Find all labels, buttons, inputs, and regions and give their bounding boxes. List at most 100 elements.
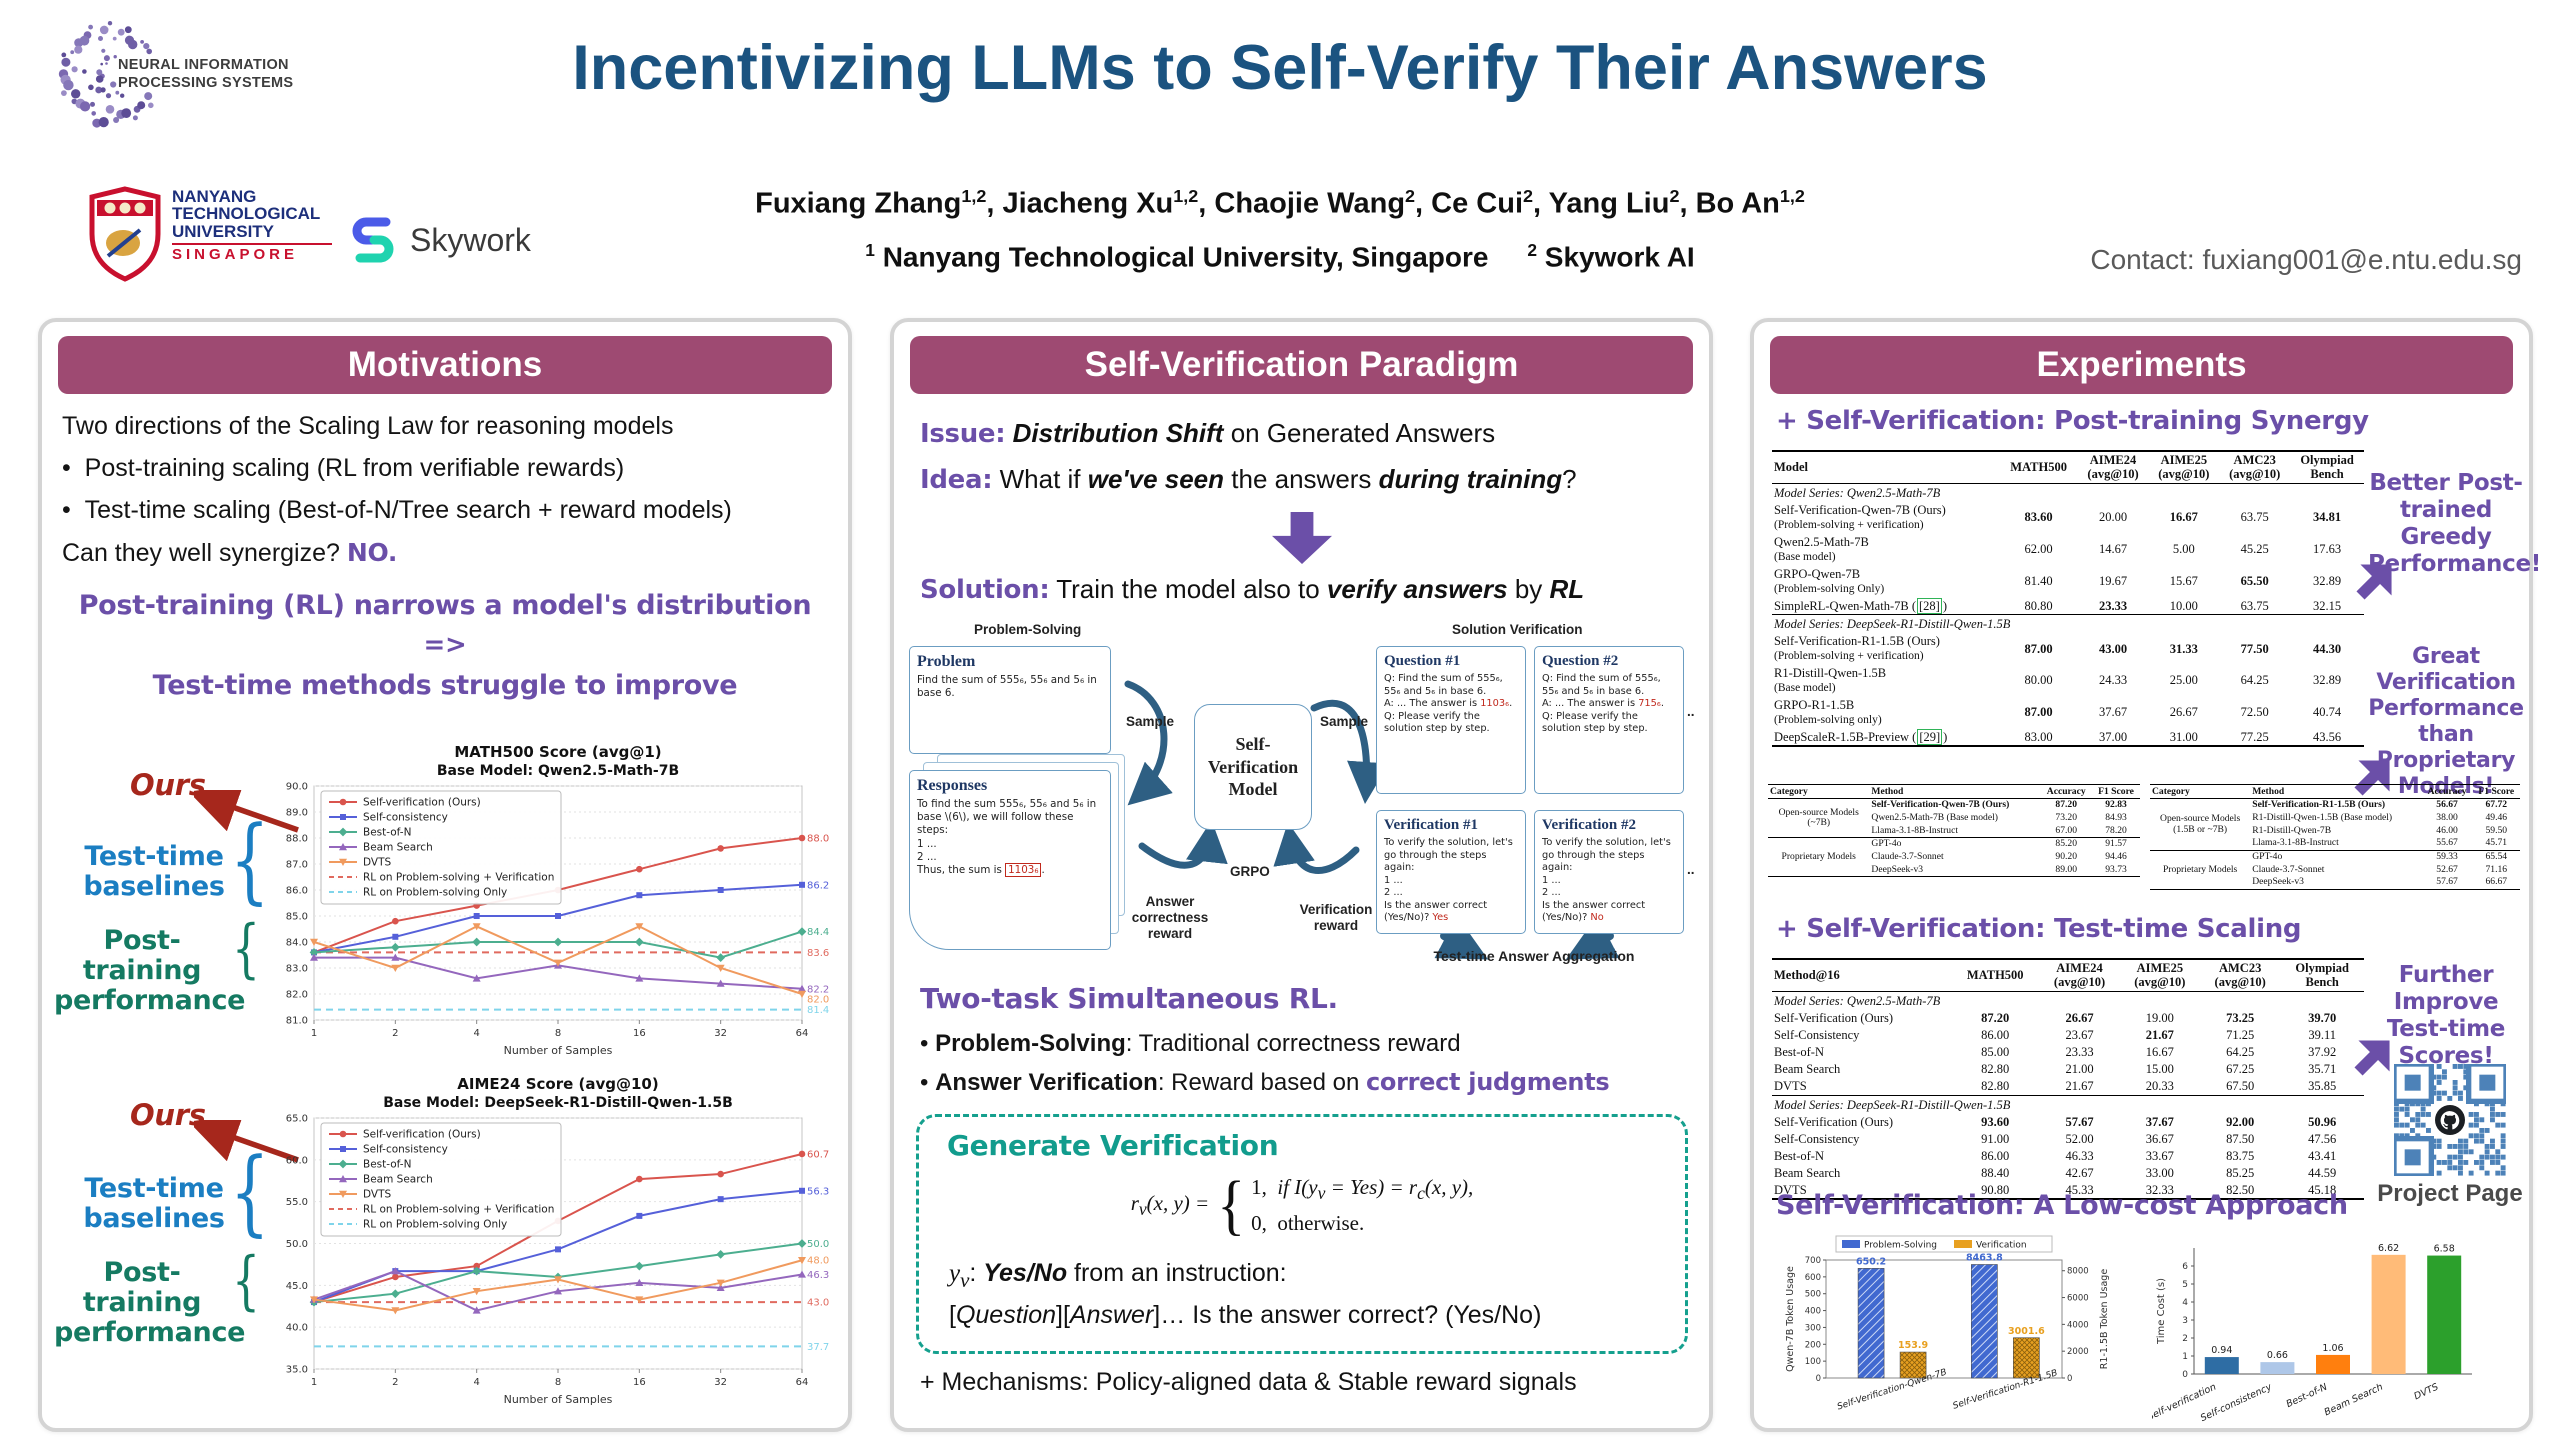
table-row: SimpleRL-Qwen-Math-7B ([28]) 80.80 23.33 10… (1774, 597, 2342, 614)
responses-card: Responses To find the sum 555₆, 55₆ and … (909, 770, 1111, 950)
experiments-header: Experiments (1770, 336, 2513, 394)
svg-text:56.3: 56.3 (807, 1186, 829, 1197)
svg-text:82.2: 82.2 (807, 984, 829, 995)
svg-text:84.0: 84.0 (286, 938, 308, 949)
svg-text:Time Cost (s): Time Cost (s) (2156, 1278, 2167, 1345)
svg-text:4: 4 (473, 1028, 479, 1039)
svg-text:64: 64 (796, 1377, 809, 1388)
table-row: Qwen2.5-Math-7B (Base model) 73.20 84.93 (1871, 811, 2127, 823)
svg-text:Self-verification (Ours): Self-verification (Ours) (363, 797, 481, 809)
problem-card: Problem Find the sum of 555₆, 55₆ and 5₆… (909, 646, 1111, 754)
svg-text:6: 6 (2182, 1262, 2188, 1272)
testtime-label-1: Test-time baselines (83, 841, 225, 903)
posttraining-label-1: Post-training performance (54, 925, 246, 1017)
svg-text:3001.6: 3001.6 (2008, 1326, 2045, 1337)
solution-line: Solution: Train the model also to verify… (920, 574, 1585, 605)
svg-text:0.94: 0.94 (2211, 1345, 2232, 1356)
verification-table-7b: Category Method Accuracy F1 Score Open-sourc… (1768, 783, 2140, 878)
svg-text:2: 2 (392, 1377, 398, 1388)
table-section-row: Model Series: DeepSeek-R1-Distill-Qwen-1… (1772, 1094, 2364, 1113)
sample-label-left: Sample (1126, 714, 1175, 729)
authors: Fuxiang Zhang1,2, Jiacheng Xu1,2, Chaoji… (755, 186, 1805, 220)
motivations-panel: Motivations Two directions of the Scalin… (38, 318, 852, 1432)
svg-text:83.6: 83.6 (807, 948, 829, 959)
claim-top: Post-training (RL) narrows a model's dis… (78, 590, 812, 621)
annotation-further-improve: Further Improve Test-time Scores! (2386, 962, 2506, 1070)
contact: Contact: fuxiang001@e.ntu.edu.sg (2090, 244, 2522, 275)
ellipsis-bottom: .. (1687, 862, 1695, 877)
table-row: Self-Verification-R1-1.5B (Ours) (Problem… (1774, 634, 2342, 663)
motivations-bullet-2: • Test-time scaling (Best-of-N/Tree sear… (62, 496, 732, 524)
svg-text:200: 200 (1805, 1340, 1821, 1350)
svg-text:100: 100 (1805, 1357, 1821, 1367)
svg-text:Base Model: Qwen2.5-Math-7B: Base Model: Qwen2.5-Math-7B (437, 763, 679, 779)
table-row: Llama-3.1-8B-Instruct 67.00 78.20 (1871, 824, 2127, 836)
aggregation-label: Test-time Answer Aggregation (1433, 948, 1635, 964)
table-row: Best-of-N 86.00 46.33 33.67 83.75 43.41 (1774, 1148, 2337, 1163)
svg-text:89.0: 89.0 (286, 808, 308, 819)
page-title: Incentivizing LLMs to Self-Verify Their … (572, 33, 1988, 103)
grpo-label: GRPO (1230, 864, 1270, 879)
verification-card-1: Verification #1 To verify the solution, … (1376, 810, 1526, 934)
project-page-label: Project Page (2377, 1180, 2523, 1207)
svg-text:DVTS: DVTS (363, 1189, 391, 1201)
svg-text:650.2: 650.2 (1856, 1256, 1886, 1267)
svg-text:86.0: 86.0 (286, 886, 308, 897)
svg-text:8: 8 (555, 1028, 561, 1039)
claim-bottom: Test-time methods struggle to improve (152, 670, 738, 701)
svg-text:Verification: Verification (1976, 1241, 2027, 1251)
svg-text:Problem-Solving: Problem-Solving (1864, 1241, 1937, 1251)
svg-text:0.66: 0.66 (2267, 1350, 2288, 1361)
svg-text:46.3: 46.3 (807, 1270, 829, 1281)
svg-text:5: 5 (2182, 1280, 2188, 1290)
ours-label-2: Ours (130, 1098, 206, 1132)
down-arrow-icon (1272, 512, 1332, 564)
genver-instruction: [Question][Answer]… Is the answer correc… (949, 1301, 1542, 1329)
table-row: Best-of-N 85.00 23.33 16.67 64.25 37.92 (1774, 1045, 2337, 1059)
svg-text:6000: 6000 (2067, 1294, 2089, 1304)
svg-text:8463.8: 8463.8 (1966, 1253, 2003, 1264)
svg-text:90.0: 90.0 (286, 782, 308, 793)
svg-text:8000: 8000 (2067, 1267, 2089, 1277)
svg-text:400: 400 (1805, 1307, 1821, 1317)
svg-text:65.0: 65.0 (286, 1114, 308, 1125)
motivations-header: Motivations (58, 336, 832, 394)
svg-text:Self-verification (Ours): Self-verification (Ours) (363, 1129, 481, 1141)
svg-text:Number of Samples: Number of Samples (504, 1393, 613, 1406)
table-row: Self-Verification (Ours) 87.20 26.67 19.00 7… (1774, 1011, 2337, 1025)
table-section-row: Model Series: Qwen2.5-Math-7B (1772, 483, 2364, 502)
svg-text:Beam Search: Beam Search (363, 842, 433, 854)
svg-text:MATH500 Score (avg@1): MATH500 Score (avg@1) (454, 743, 661, 761)
svg-text:50.0: 50.0 (286, 1239, 308, 1250)
annotation-great-verification: Great Verification Performance than Prop… (2368, 644, 2524, 799)
paradigm-header: Self-Verification Paradigm (910, 336, 1693, 394)
problem-solving-label: Problem-Solving (974, 622, 1082, 637)
svg-text:Best-of-N: Best-of-N (363, 1159, 411, 1171)
svg-text:Beam Search: Beam Search (363, 1174, 433, 1186)
qr-code (2394, 1064, 2506, 1176)
svg-text:32: 32 (714, 1028, 727, 1039)
diagram-arrows (1124, 680, 1620, 960)
motivations-intro: Two directions of the Scaling Law for re… (62, 412, 674, 440)
rl-bullet-2: • Answer Verification: Reward based on c… (920, 1068, 1610, 1096)
svg-text:Self-consistency: Self-consistency (363, 812, 448, 824)
svg-text:83.0: 83.0 (286, 964, 308, 975)
svg-text:1: 1 (311, 1377, 317, 1388)
svg-text:153.9: 153.9 (1898, 1340, 1928, 1351)
posttraining-brace-2: { (232, 1244, 260, 1319)
generate-verification-box: Generate Verification rv(x, y) = { 1, if… (916, 1114, 1688, 1354)
table-row: GRPO-Qwen-7B (Problem-solving Only) 81.40 1… (1774, 566, 2342, 595)
svg-text:RL on Problem-solving + Verifi: RL on Problem-solving + Verification (363, 1204, 554, 1216)
ours-arrow-2 (194, 1120, 299, 1163)
table-row: DVTS 90.80 45.33 32.33 82.50 45.18 (1774, 1182, 2337, 1197)
paradigm-panel: Self-Verification Paradigm Issue: Distri… (890, 318, 1713, 1432)
motivations-synergy: Can they well synergize? NO. (62, 538, 398, 567)
svg-text:Best-of-N: Best-of-N (2285, 1382, 2330, 1411)
posttraining-brace-1: { (232, 912, 260, 987)
svg-text:86.2: 86.2 (807, 880, 829, 891)
svg-text:16: 16 (633, 1028, 646, 1039)
svg-text:2000: 2000 (2067, 1347, 2089, 1357)
genver-yv-line: yv: Yes/No from an instruction: (949, 1259, 1287, 1292)
svg-text:82.0: 82.0 (286, 990, 308, 1001)
